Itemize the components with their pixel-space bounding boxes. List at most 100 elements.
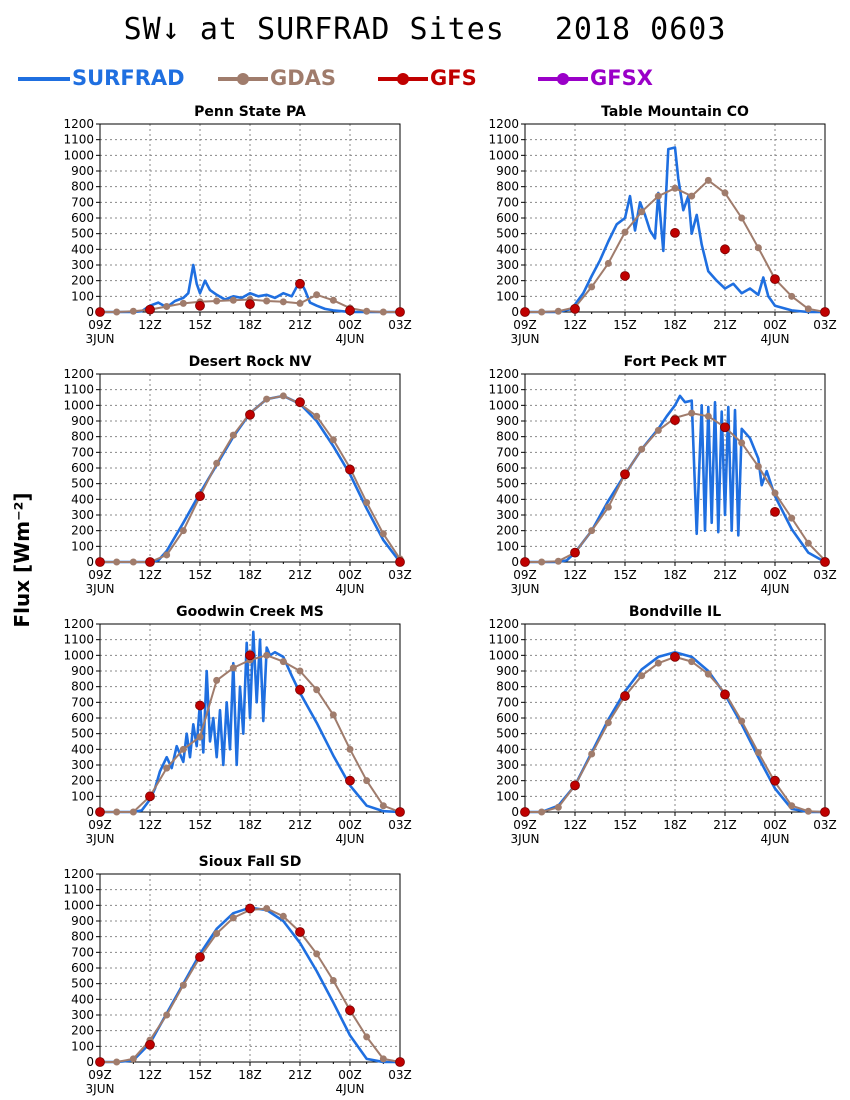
point-gdas [229,664,237,672]
point-gdas [279,392,287,400]
point-gfs [295,397,305,408]
point-gfs [245,650,255,661]
x-date-label: 3JUN [86,1082,115,1096]
legend-item-gfs: GFS [378,64,518,94]
point-gdas [179,299,187,307]
x-tick-label: 09Z [513,818,537,832]
x-tick-label: 21Z [288,818,312,832]
point-gdas [263,297,271,305]
point-gfs [720,244,730,255]
x-tick-label: 09Z [88,318,112,332]
y-tick-label: 1100 [488,633,519,647]
point-gdas [588,750,596,758]
legend-label-gfsx: GFSX [590,66,653,90]
x-tick-label: 12Z [563,568,587,582]
y-tick-label: 0 [86,305,94,319]
point-gfs [345,464,355,475]
point-gfs [345,775,355,786]
y-tick-label: 500 [71,477,94,491]
x-date-label: 4JUN [761,832,790,846]
point-gdas [129,558,137,566]
point-gdas [654,192,662,200]
plot-frame [99,373,401,563]
x-tick-label: 15Z [188,818,212,832]
point-gdas [163,1011,171,1019]
y-tick-label: 100 [496,539,519,553]
y-tick-label: 800 [496,180,519,194]
y-tick-label: 0 [511,305,519,319]
point-gdas [379,1055,387,1063]
point-gdas [363,498,371,506]
y-tick-label: 600 [71,211,94,225]
x-tick-label: 15Z [188,1068,212,1082]
point-gdas [688,409,696,417]
panel-4: Goodwin Creek MS 09Z 12Z 15Z 18Z 21Z 00Z 03Z 3JU… [63,604,411,846]
y-tick-label: 1000 [63,648,94,662]
y-tick-label: 700 [71,945,94,959]
x-date-label: 4JUN [336,1082,365,1096]
point-gdas [538,558,546,566]
x-tick-label: 09Z [88,568,112,582]
point-gdas [604,259,612,267]
y-tick-label: 900 [496,664,519,678]
series-line-surfrad [525,146,825,314]
point-gdas [113,308,121,316]
point-gfs [720,689,730,700]
point-gdas [329,436,337,444]
y-tick-label: 1000 [63,398,94,412]
point-gdas [804,539,812,547]
point-gfs [520,807,530,817]
legend-item-surfrad: SURFRAD [18,64,188,94]
y-tick-label: 1200 [63,867,94,881]
y-tick-label: 200 [496,774,519,788]
point-gdas [654,426,662,434]
x-tick-label: 12Z [138,318,162,332]
y-tick-label: 1000 [63,148,94,162]
x-tick-label: 12Z [563,818,587,832]
point-gdas [313,950,321,958]
y-tick-label: 1100 [63,633,94,647]
point-gdas [379,308,387,316]
y-tick-label: 200 [71,274,94,288]
y-tick-label: 1000 [488,148,519,162]
point-gfs [95,557,105,567]
legend-swatch-gdas [218,73,268,85]
y-tick-label: 500 [71,727,94,741]
x-date-label: 3JUN [86,832,115,846]
point-gdas [213,297,221,305]
y-tick-label: 500 [496,477,519,491]
point-gdas [604,719,612,727]
x-tick-label: 00Z [763,568,787,582]
point-gdas [329,711,337,719]
point-gdas [296,299,304,307]
x-tick-label: 00Z [338,568,362,582]
y-tick-label: 200 [71,774,94,788]
point-gdas [113,1058,121,1066]
y-tick-label: 400 [496,742,519,756]
point-gdas [621,228,629,236]
point-gfs [195,700,205,711]
point-gfs [95,807,105,817]
y-tick-label: 1000 [63,898,94,912]
y-tick-label: 1100 [63,133,94,147]
point-gdas [771,489,779,497]
figure-title-text: SW↓ at SURFRAD Sites [123,12,505,47]
y-tick-label: 0 [86,805,94,819]
point-gdas [213,930,221,938]
figure-date: 2018 0603 [554,12,727,47]
legend-label-surfrad: SURFRAD [72,66,185,90]
x-tick-label: 03Z [388,318,412,332]
legend-item-gdas: GDAS [218,64,378,94]
point-gfs [520,307,530,317]
x-tick-label: 00Z [338,1068,362,1082]
y-tick-label: 300 [496,258,519,272]
legend-label-gdas: GDAS [270,66,337,90]
point-gdas [379,802,387,810]
y-tick-label: 0 [511,555,519,569]
point-gfs [195,300,205,311]
point-gdas [229,296,237,304]
x-tick-label: 15Z [188,318,212,332]
x-tick-label: 12Z [563,318,587,332]
x-tick-label: 09Z [513,568,537,582]
y-tick-label: 600 [71,961,94,975]
